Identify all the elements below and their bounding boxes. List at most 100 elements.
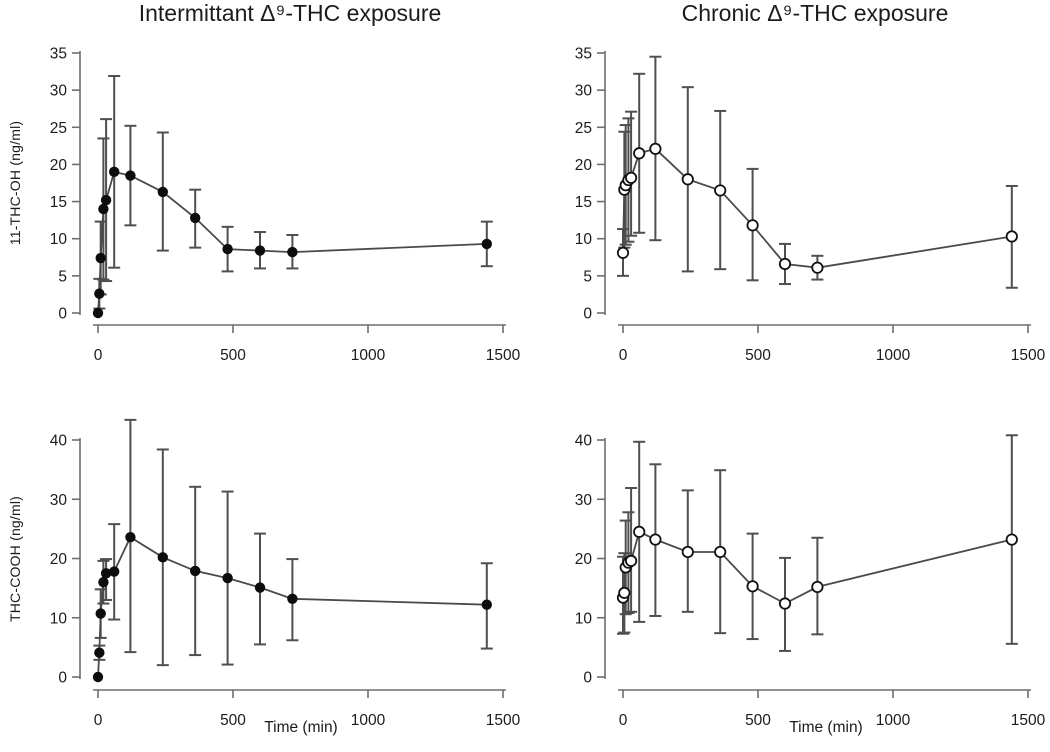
x-tick-label: 1000: [351, 712, 386, 729]
y-tick-label: 0: [58, 670, 67, 687]
data-point: [633, 525, 646, 538]
data-point: [254, 245, 266, 256]
x-tick-label: 0: [94, 712, 103, 729]
plot-intermittent-thc-cooh: 0 10 20 30 40 0 500 1000 1500: [50, 418, 521, 729]
x-tick-label: 1500: [486, 347, 521, 364]
data-points: [616, 142, 1018, 274]
x-tick-label: 1500: [486, 712, 521, 729]
y-tick-label: 10: [50, 231, 68, 248]
y-tick-label: 35: [575, 46, 592, 63]
y-tick-label: 10: [50, 610, 68, 627]
data-point: [633, 147, 646, 160]
data-point: [481, 238, 492, 250]
x-axis: 0 500 1000 1500: [93, 689, 521, 729]
series-line: [622, 147, 1012, 269]
data-point: [681, 173, 694, 186]
data-point: [681, 545, 694, 559]
data-point: [778, 257, 792, 271]
data-points: [92, 166, 492, 319]
data-point: [94, 647, 105, 658]
x-tick-label: 0: [619, 712, 628, 729]
data-point: [714, 545, 727, 559]
error-bars: [93, 75, 493, 310]
x-tick-label: 500: [745, 347, 771, 364]
data-point: [649, 533, 662, 546]
data-point: [287, 246, 298, 258]
data-point: [287, 593, 298, 604]
data-point: [481, 599, 492, 610]
data-point: [100, 194, 112, 206]
data-point: [125, 170, 136, 181]
y-axis: 0 10 20 30 40: [50, 433, 81, 687]
y-tick-label: 5: [58, 268, 67, 285]
y-axis: 0 10 20 30 40: [575, 433, 606, 687]
data-point: [649, 142, 662, 155]
x-tick-label: 1000: [351, 347, 386, 364]
y-tick-label: 20: [575, 551, 593, 568]
data-point: [95, 252, 106, 264]
y-tick-label: 20: [50, 551, 68, 568]
y-tick-label: 35: [50, 46, 67, 63]
data-point: [98, 203, 109, 215]
data-point: [625, 171, 638, 184]
data-points: [92, 531, 492, 683]
data-point: [100, 568, 112, 579]
y-tick-label: 0: [583, 670, 592, 687]
y-tick-label: 0: [58, 306, 67, 323]
data-point: [109, 566, 120, 577]
error-bars: [617, 434, 1018, 652]
y-axis: 0 5 10 15 20 25 30 35: [575, 46, 606, 323]
plot-chronic-11-thc-oh: 0 5 10 15 20 25 30 35 0 500 1000 1500: [575, 46, 1046, 365]
data-point: [92, 307, 104, 319]
data-point: [714, 184, 727, 197]
panel-title: Chronic Δ⁹-THC exposure: [681, 0, 949, 26]
x-axis: 0 500 1000 1500: [618, 324, 1046, 364]
data-point: [746, 580, 759, 593]
panel-chronic-11-thc-oh: Chronic Δ⁹-THC exposure 0 5 10 15 20 25 30 35 0 5…: [525, 0, 1050, 376]
y-tick-label: 20: [575, 157, 593, 174]
data-point: [778, 597, 792, 610]
data-point: [95, 608, 106, 619]
data-point: [92, 671, 104, 683]
panel-chronic-thc-cooh: 0 10 20 30 40 0 500 1000 1500 Time (min): [525, 376, 1050, 752]
data-points: [616, 525, 1018, 610]
x-tick-label: 1000: [876, 347, 911, 364]
y-tick-label: 30: [50, 83, 68, 100]
data-point: [254, 582, 266, 593]
data-point: [618, 586, 631, 599]
data-point: [109, 166, 120, 178]
data-point: [1005, 533, 1018, 546]
y-tick-label: 40: [575, 433, 593, 450]
error-bars: [617, 55, 1018, 289]
y-tick-label: 40: [50, 433, 68, 450]
data-point: [746, 219, 759, 232]
data-point: [125, 531, 136, 543]
y-tick-label: 0: [583, 306, 592, 323]
y-tick-label: 5: [583, 268, 592, 285]
y-axis: 0 5 10 15 20 25 30 35: [50, 46, 81, 323]
plot-intermittent-11-thc-oh: 0 5 10 15 20 25 30 35 0 500 1000 1500: [50, 46, 521, 365]
y-tick-label: 30: [575, 83, 593, 100]
data-point: [190, 565, 201, 577]
x-tick-label: 500: [220, 712, 246, 729]
data-point: [157, 186, 168, 198]
data-point: [1005, 230, 1018, 243]
y-tick-label: 25: [575, 120, 592, 137]
y-tick-label: 15: [575, 194, 592, 211]
y-tick-label: 30: [575, 492, 593, 509]
data-point: [222, 572, 233, 584]
x-tick-label: 500: [220, 347, 246, 364]
x-axis-title: Time (min): [789, 719, 863, 736]
panel-intermittent-thc-cooh: THC-COOH (ng/ml) 0 10 20 30 40 0 500 1000 1500 T…: [0, 376, 525, 752]
data-point: [98, 577, 109, 588]
y-tick-label: 25: [50, 120, 67, 137]
error-bars: [93, 418, 493, 667]
data-point: [811, 580, 824, 594]
x-tick-label: 0: [94, 347, 103, 364]
plot-chronic-thc-cooh: 0 10 20 30 40 0 500 1000 1500: [575, 433, 1046, 730]
y-tick-label: 20: [50, 157, 68, 174]
x-tick-label: 500: [745, 712, 771, 729]
y-tick-label: 15: [50, 194, 67, 211]
data-point: [190, 212, 201, 224]
